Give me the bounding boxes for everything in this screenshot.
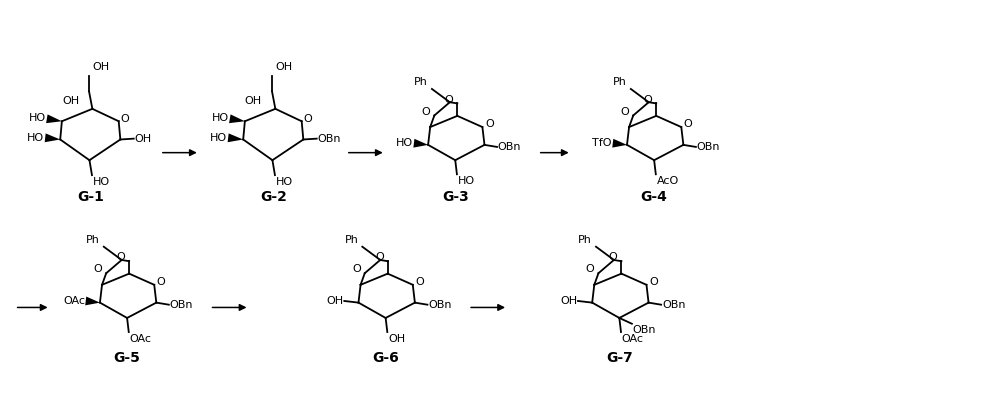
Text: O: O — [445, 94, 453, 104]
Text: G-2: G-2 — [260, 190, 287, 204]
Text: OBn: OBn — [428, 300, 452, 310]
Text: O: O — [375, 252, 384, 262]
Text: OH: OH — [388, 334, 405, 344]
Text: O: O — [422, 106, 430, 116]
Text: Ph: Ph — [613, 77, 627, 87]
Text: HO: HO — [27, 133, 44, 143]
Polygon shape — [612, 139, 627, 148]
Text: O: O — [157, 277, 166, 287]
Text: G-3: G-3 — [442, 190, 469, 204]
Text: OAc: OAc — [622, 334, 644, 344]
Text: OAc: OAc — [63, 296, 85, 306]
Text: G-4: G-4 — [641, 190, 668, 204]
Text: OBn: OBn — [170, 300, 193, 310]
Text: OH: OH — [560, 296, 577, 306]
Text: G-7: G-7 — [606, 351, 633, 365]
Text: AcO: AcO — [657, 176, 679, 186]
Text: O: O — [649, 277, 658, 287]
Text: OH: OH — [245, 96, 262, 106]
Text: Ph: Ph — [578, 235, 592, 245]
Polygon shape — [46, 114, 62, 123]
Text: OBn: OBn — [318, 134, 341, 144]
Text: O: O — [93, 264, 102, 274]
Text: O: O — [609, 252, 617, 262]
Polygon shape — [228, 133, 243, 142]
Text: O: O — [352, 264, 361, 274]
Text: O: O — [303, 114, 312, 124]
Text: O: O — [116, 252, 125, 262]
Text: OH: OH — [275, 62, 292, 72]
Text: HO: HO — [396, 138, 413, 148]
Text: O: O — [643, 94, 652, 104]
Text: HO: HO — [212, 113, 229, 123]
Text: O: O — [586, 264, 594, 274]
Text: G-5: G-5 — [114, 351, 141, 365]
Text: O: O — [684, 119, 693, 129]
Text: O: O — [415, 277, 424, 287]
Text: G-1: G-1 — [77, 190, 104, 204]
Text: HO: HO — [458, 176, 475, 186]
Text: O: O — [621, 106, 629, 116]
Text: HO: HO — [276, 177, 293, 187]
Text: OBn: OBn — [697, 143, 720, 152]
Text: Ph: Ph — [344, 235, 358, 245]
Text: Ph: Ph — [414, 77, 428, 87]
Polygon shape — [413, 139, 428, 148]
Text: G-6: G-6 — [372, 351, 399, 365]
Text: HO: HO — [93, 177, 110, 187]
Text: OBn: OBn — [662, 300, 685, 310]
Text: Ph: Ph — [86, 235, 100, 245]
Text: HO: HO — [210, 133, 227, 143]
Polygon shape — [85, 297, 100, 305]
Text: TfO: TfO — [592, 138, 612, 148]
Text: OBn: OBn — [498, 143, 521, 152]
Text: OH: OH — [135, 134, 152, 144]
Text: OH: OH — [326, 296, 343, 306]
Text: OAc: OAc — [130, 334, 152, 344]
Text: O: O — [485, 119, 494, 129]
Text: OBn: OBn — [633, 325, 656, 335]
Text: HO: HO — [29, 113, 46, 123]
Polygon shape — [229, 114, 245, 123]
Text: O: O — [120, 114, 129, 124]
Polygon shape — [45, 133, 60, 142]
Text: OH: OH — [62, 96, 79, 106]
Text: OH: OH — [92, 62, 109, 72]
